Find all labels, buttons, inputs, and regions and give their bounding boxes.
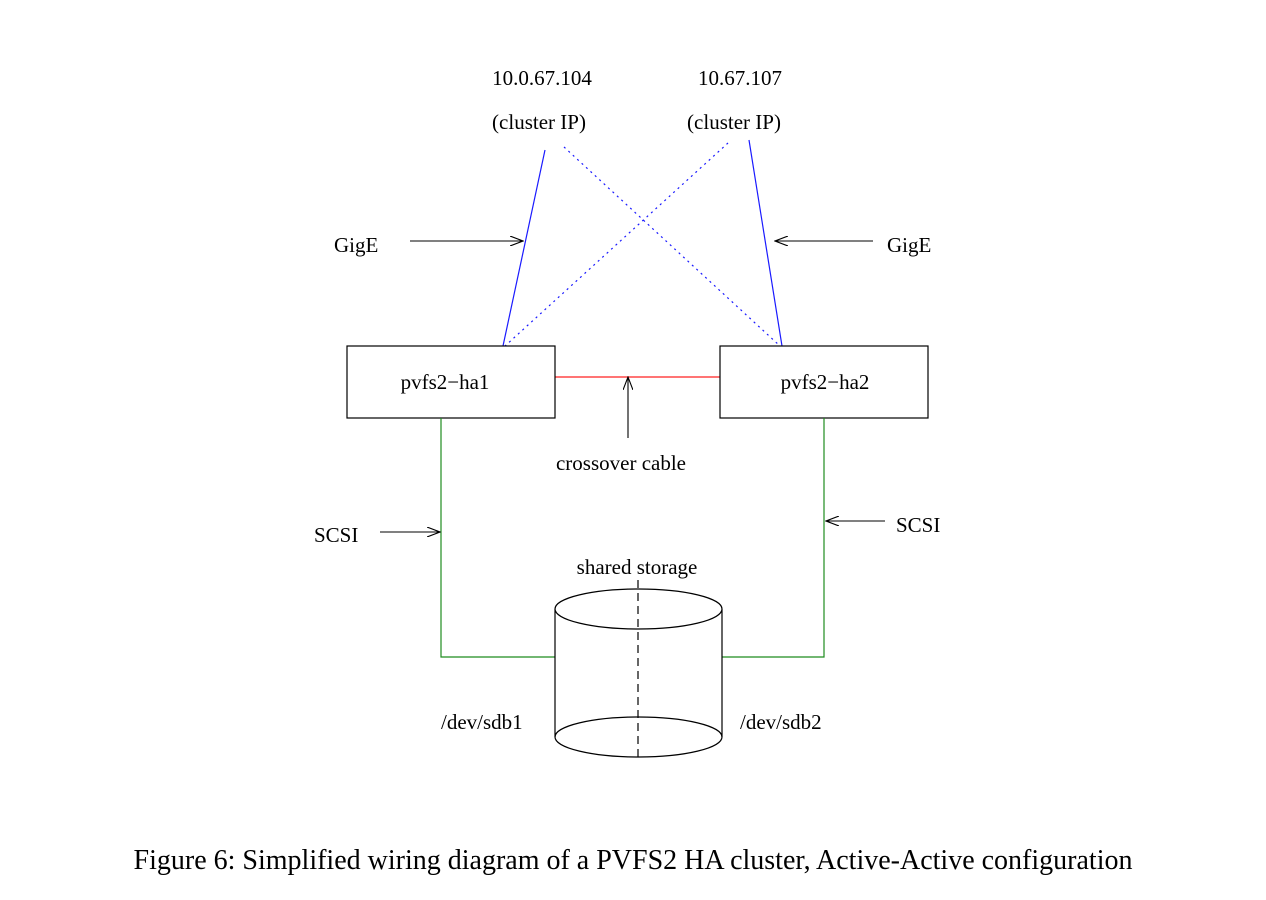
storage-title: shared storage <box>577 555 698 579</box>
partition-label-sdb2: /dev/sdb2 <box>740 710 822 734</box>
cluster-ip-1-address: 10.0.67.104 <box>492 66 592 90</box>
gige-label-right: GigE <box>887 233 931 257</box>
gige-link-ha1 <box>502 149 546 347</box>
failover-link-ha2 <box>563 146 781 347</box>
figure-caption: Figure 6: Simplified wiring diagram of a… <box>134 845 1133 876</box>
scsi-link-ha1 <box>440 418 555 658</box>
partition-label-sdb1: /dev/sdb1 <box>441 710 523 734</box>
cluster-ip-2-label: (cluster IP) <box>687 110 781 134</box>
crossover-label: crossover cable <box>556 451 686 475</box>
gige-label-left: GigE <box>334 233 378 257</box>
failover-link-ha1 <box>504 142 729 347</box>
node-label-ha1: pvfs2−ha1 <box>401 370 490 394</box>
node-box-ha1 <box>346 345 556 419</box>
cluster-ip-2-address: 10.67.107 <box>698 66 782 90</box>
storage-cylinder-icon <box>554 580 723 762</box>
node-label-ha2: pvfs2−ha2 <box>781 370 870 394</box>
scsi-link-ha2 <box>722 418 825 658</box>
scsi-label-left: SCSI <box>314 523 358 547</box>
cluster-ip-1-label: (cluster IP) <box>492 110 586 134</box>
scsi-label-right: SCSI <box>896 513 940 537</box>
gige-link-ha2 <box>748 139 783 347</box>
